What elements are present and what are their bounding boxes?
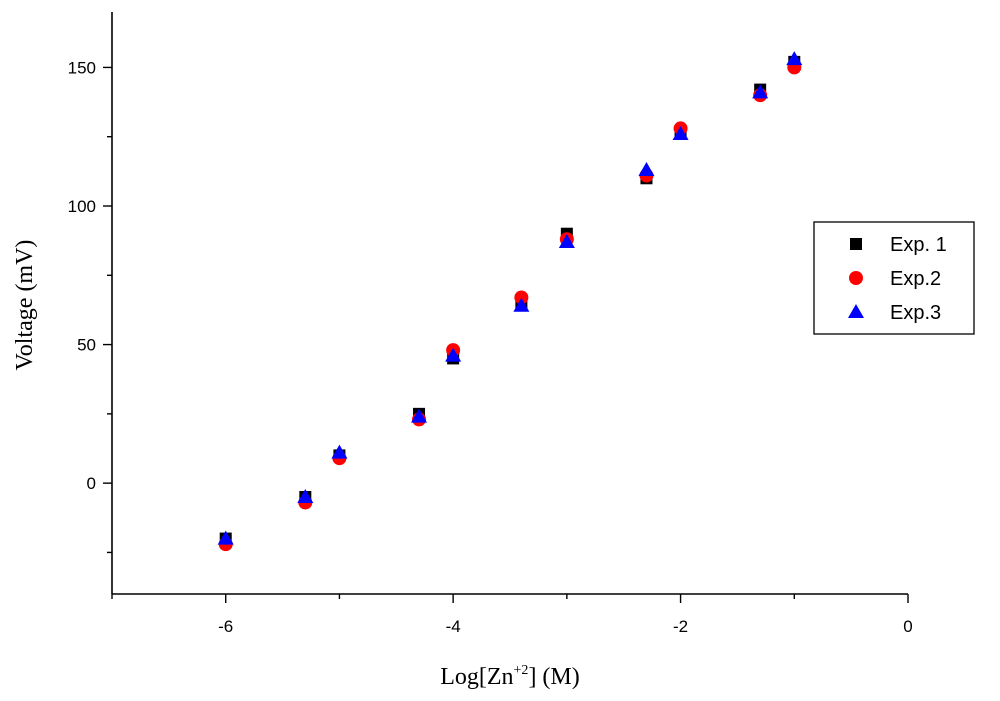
legend-label: Exp. 1 <box>890 234 947 256</box>
data-point <box>217 530 234 545</box>
y-tick-label: 50 <box>77 336 96 355</box>
x-axis-title-base: Log[Zn <box>440 664 513 690</box>
x-tick-label: -4 <box>446 617 461 636</box>
data-point <box>752 84 769 99</box>
y-axis-title: Voltage (mV) <box>12 240 38 371</box>
data-point <box>513 297 530 312</box>
series-3 <box>217 51 803 545</box>
legend-box <box>813 221 975 335</box>
data-point <box>445 347 462 362</box>
legend-label: Exp.3 <box>890 302 941 324</box>
legend: Exp. 1 Exp.2 Exp.3 <box>813 221 975 335</box>
x-tick-label: 0 <box>903 617 912 636</box>
x-axis-title: Log[Zn+2] (M) <box>440 663 580 690</box>
data-points <box>217 51 803 552</box>
x-tick-label: -6 <box>218 617 233 636</box>
series-2 <box>218 60 802 552</box>
series-1 <box>219 55 801 545</box>
data-point <box>331 444 348 459</box>
x-ticks: -6 -4 -2 0 <box>111 594 913 636</box>
data-point <box>638 161 655 176</box>
legend-marker <box>848 304 864 318</box>
x-axis-title-suffix: ] (M) <box>528 664 579 690</box>
x-tick-label: -2 <box>673 617 688 636</box>
axes <box>111 12 908 595</box>
y-tick-label: 100 <box>68 197 96 216</box>
data-point <box>411 408 428 423</box>
legend-marker <box>849 271 863 285</box>
data-point <box>297 489 314 503</box>
data-point <box>786 51 803 66</box>
legend-label: Exp.2 <box>890 268 941 290</box>
legend-marker <box>850 238 862 250</box>
y-tick-label: 150 <box>68 58 96 77</box>
x-axis-title-sup: +2 <box>514 663 529 678</box>
data-point <box>514 290 529 305</box>
data-point <box>672 125 689 140</box>
data-point <box>558 234 575 249</box>
y-ticks: 0 50 100 150 <box>68 58 112 554</box>
y-tick-label: 0 <box>87 474 96 493</box>
